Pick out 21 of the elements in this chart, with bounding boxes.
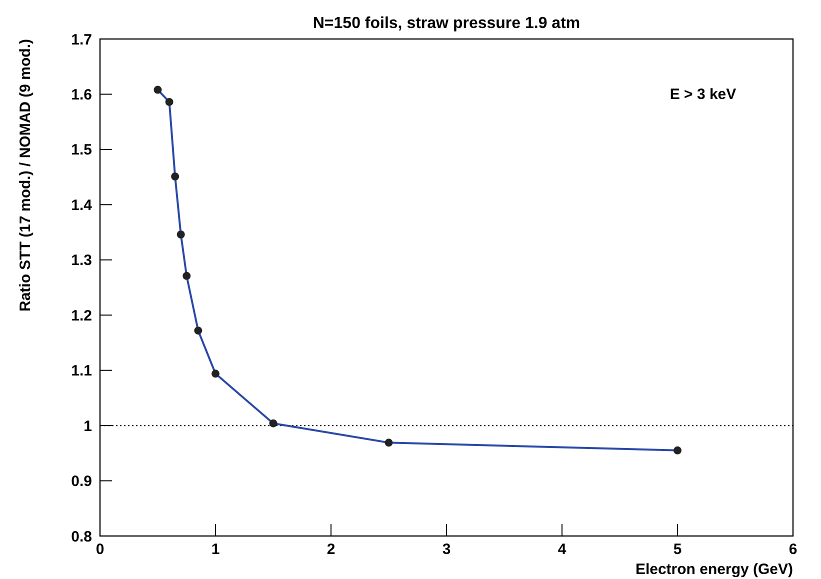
chart-title: N=150 foils, straw pressure 1.9 atm: [312, 15, 580, 32]
y-tick-label: 1.2: [71, 307, 92, 324]
x-tick-label: 2: [326, 541, 336, 558]
y-tick-label: 1.4: [71, 196, 93, 214]
y-axis-title: Ratio STT (17 mod.) / NOMAD (9 mod.): [17, 39, 34, 312]
y-tick-label: 1.1: [71, 362, 92, 380]
y-tick-label: 0.8: [71, 528, 92, 546]
y-tick-label: 1.5: [71, 142, 92, 159]
y-tick-label: 1.3: [71, 252, 92, 270]
x-tick-label: 5: [673, 541, 682, 558]
x-tick-label: 3: [442, 541, 451, 558]
x-tick-label: 4: [558, 541, 567, 558]
y-tick-label: 1.7: [71, 31, 92, 48]
y-tick-label: 0.9: [71, 473, 92, 490]
y-tick-label: 1: [84, 418, 92, 435]
annotation: E > 3 keV: [670, 86, 736, 103]
x-tick-label: 0: [96, 541, 104, 558]
x-tick-label: 1: [211, 541, 220, 558]
x-axis-title: Electron energy (GeV): [635, 561, 793, 578]
y-tick-label: 1.6: [71, 86, 92, 104]
x-tick-label: 6: [788, 541, 798, 558]
